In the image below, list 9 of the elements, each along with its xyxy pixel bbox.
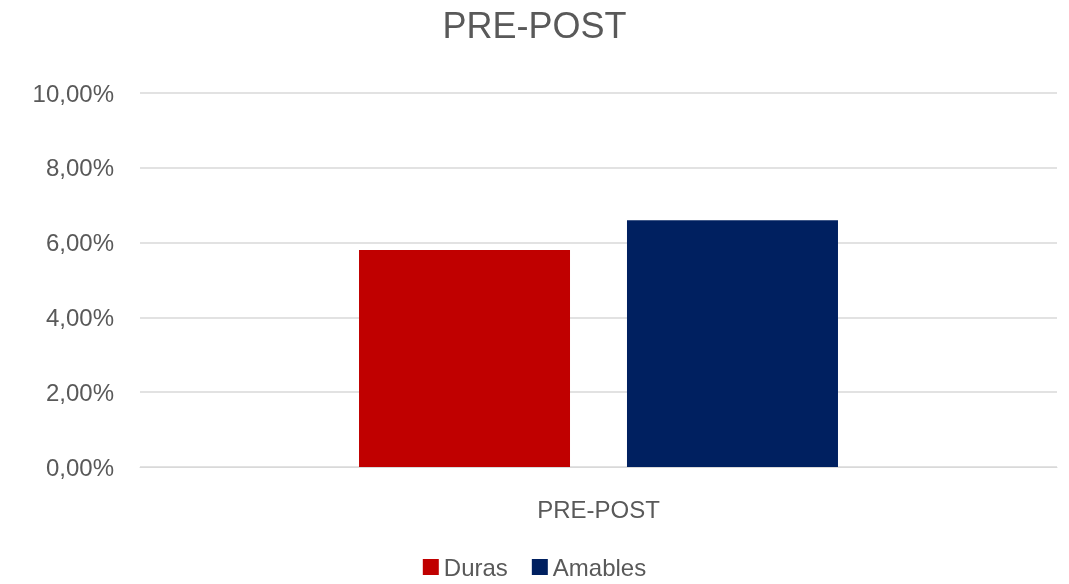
legend-label: Duras: [443, 553, 508, 581]
y-tick-label: 6,00%: [45, 229, 114, 257]
y-tick-label: 8,00%: [45, 154, 114, 182]
y-tick-label: 2,00%: [45, 378, 114, 406]
y-tick-label: 10,00%: [32, 79, 114, 107]
y-tick-label: 0,00%: [45, 453, 114, 481]
y-tick-label: 4,00%: [45, 303, 114, 331]
legend-label: Amables: [552, 553, 647, 581]
chart-title: PRE-POST: [442, 4, 627, 46]
